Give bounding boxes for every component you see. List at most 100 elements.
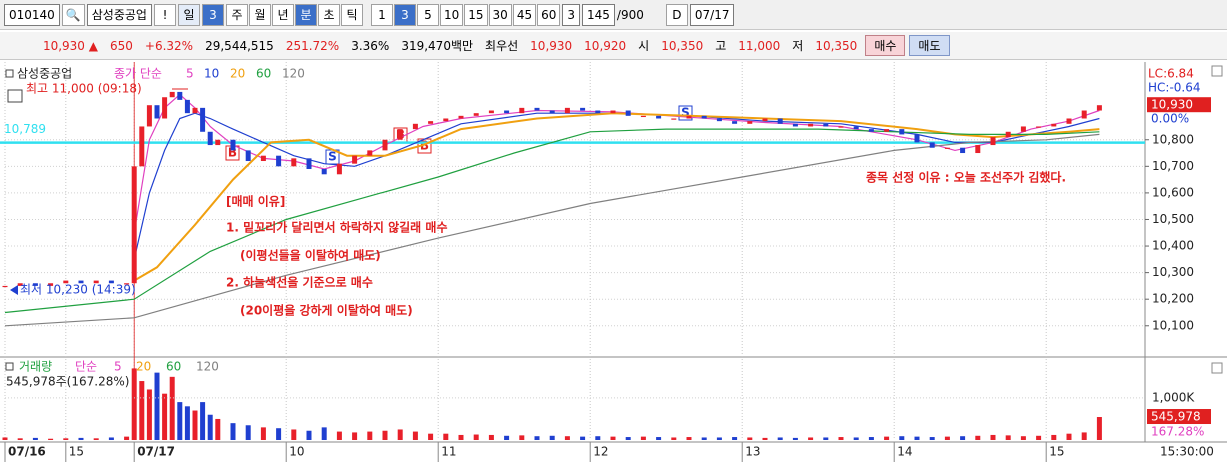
minute-option[interactable]: 1 bbox=[370, 3, 393, 26]
minute-option[interactable]: 15 bbox=[464, 3, 488, 26]
period-option[interactable]: 초 bbox=[317, 3, 340, 26]
period-option[interactable]: 월 bbox=[248, 3, 271, 26]
volume-bar bbox=[48, 438, 54, 440]
period-count[interactable]: 3 bbox=[201, 3, 224, 26]
period-option[interactable]: 틱 bbox=[340, 3, 363, 26]
y-tick-label: 10,400 bbox=[1152, 239, 1194, 253]
candle bbox=[534, 107, 540, 111]
volume-bar bbox=[1005, 435, 1011, 440]
y-tick-label: 10,500 bbox=[1152, 212, 1194, 226]
chart: B S B B S 10,10010,20010,30010,40010,500… bbox=[0, 62, 1227, 462]
candle bbox=[929, 142, 935, 148]
period-option[interactable]: 주 bbox=[225, 3, 248, 26]
candle bbox=[2, 285, 8, 288]
date-input[interactable]: 07/17 bbox=[689, 3, 735, 26]
y-tick-label: 10,100 bbox=[1152, 318, 1194, 332]
candle bbox=[610, 110, 616, 114]
volume-bar bbox=[17, 438, 23, 440]
open-label: 시 bbox=[638, 38, 650, 53]
volume-bar bbox=[792, 437, 798, 440]
candle bbox=[17, 283, 23, 286]
period-option[interactable]: 분 bbox=[294, 3, 317, 26]
volume-bar bbox=[960, 436, 966, 440]
alert-button[interactable]: ! bbox=[153, 3, 176, 26]
candle bbox=[686, 115, 692, 119]
minute-option[interactable]: 10 bbox=[439, 3, 464, 26]
volume-bar bbox=[625, 437, 631, 440]
change-pct: +6.32% bbox=[144, 38, 194, 53]
period-button[interactable]: 일 bbox=[177, 3, 200, 26]
candle bbox=[488, 110, 494, 114]
volume-bar bbox=[899, 436, 905, 440]
volume-legend-entry: 20 bbox=[136, 360, 151, 374]
stock-code[interactable]: 010140 bbox=[4, 3, 60, 26]
candle bbox=[78, 280, 84, 284]
candle bbox=[716, 118, 722, 122]
volume-bar bbox=[1096, 417, 1102, 440]
minute-option[interactable]: 5 bbox=[416, 3, 439, 26]
candle bbox=[899, 129, 905, 135]
y-tick-label: 10,700 bbox=[1152, 159, 1194, 173]
candle bbox=[1005, 131, 1011, 138]
low-label: 저 bbox=[792, 38, 804, 53]
volume-bar bbox=[412, 431, 418, 440]
buy-button[interactable]: 매수 bbox=[865, 35, 906, 56]
legend-entry: 5 bbox=[186, 67, 194, 81]
stock-name[interactable]: 삼성중공업 bbox=[86, 3, 152, 26]
volume-bar bbox=[762, 437, 768, 440]
minute-option[interactable]: 30 bbox=[488, 3, 512, 26]
candle bbox=[1036, 126, 1042, 128]
sell-button[interactable]: 매도 bbox=[909, 35, 950, 56]
volume-bar bbox=[944, 436, 950, 440]
right-label: HC:-0.64 bbox=[1148, 81, 1201, 95]
volume-bar bbox=[352, 432, 358, 440]
volume-bar bbox=[504, 435, 510, 440]
panel-close[interactable] bbox=[1211, 65, 1223, 77]
volume-legend-entry: 60 bbox=[166, 360, 181, 374]
volume-bar bbox=[853, 437, 859, 440]
bars-input[interactable]: 145 bbox=[582, 3, 615, 26]
volume-bar bbox=[443, 433, 449, 440]
current-price: 10,930 ▲ bbox=[4, 36, 102, 56]
volume-bar bbox=[519, 435, 525, 440]
y-tick-label: 10,800 bbox=[1152, 132, 1194, 146]
volume-bar bbox=[990, 434, 996, 440]
minute-option[interactable]: 60 bbox=[537, 3, 561, 26]
sell-signal-text: S bbox=[328, 150, 337, 164]
ma-line bbox=[4, 128, 1100, 314]
candle bbox=[808, 123, 814, 127]
y-tick-label: 10,200 bbox=[1152, 292, 1194, 306]
open: 10,350 bbox=[661, 38, 704, 53]
panel-close[interactable] bbox=[1211, 362, 1223, 374]
minute-option[interactable]: 3 bbox=[393, 3, 416, 26]
candle bbox=[549, 110, 555, 114]
search-button[interactable]: 🔍 bbox=[61, 3, 85, 26]
candle bbox=[230, 139, 236, 151]
amount: 319,470백만 bbox=[401, 38, 474, 53]
d-checkbox[interactable]: D bbox=[665, 3, 688, 26]
candle bbox=[207, 131, 213, 146]
volume-bar bbox=[747, 437, 753, 440]
candle bbox=[352, 155, 358, 164]
count-input[interactable]: 3 bbox=[562, 3, 581, 26]
ma-line bbox=[4, 133, 1100, 327]
candle bbox=[1051, 123, 1057, 127]
candle bbox=[93, 280, 99, 284]
candle bbox=[397, 129, 403, 140]
buy-signal-text: B bbox=[228, 146, 237, 160]
candle bbox=[458, 115, 464, 119]
table-icon[interactable] bbox=[7, 89, 23, 103]
minute-option[interactable]: 45 bbox=[512, 3, 537, 26]
candle bbox=[868, 129, 874, 132]
volume-bar bbox=[306, 430, 312, 440]
candle bbox=[975, 145, 981, 154]
candle bbox=[1066, 118, 1072, 124]
legend-entry: 120 bbox=[282, 67, 305, 81]
ref-pct: 0.00% bbox=[1151, 112, 1189, 126]
period-option[interactable]: 년 bbox=[271, 3, 294, 26]
candle bbox=[884, 129, 890, 132]
volume-bar bbox=[808, 437, 814, 440]
volume-bar bbox=[291, 429, 297, 440]
volume-title: 거래량 bbox=[19, 360, 52, 374]
